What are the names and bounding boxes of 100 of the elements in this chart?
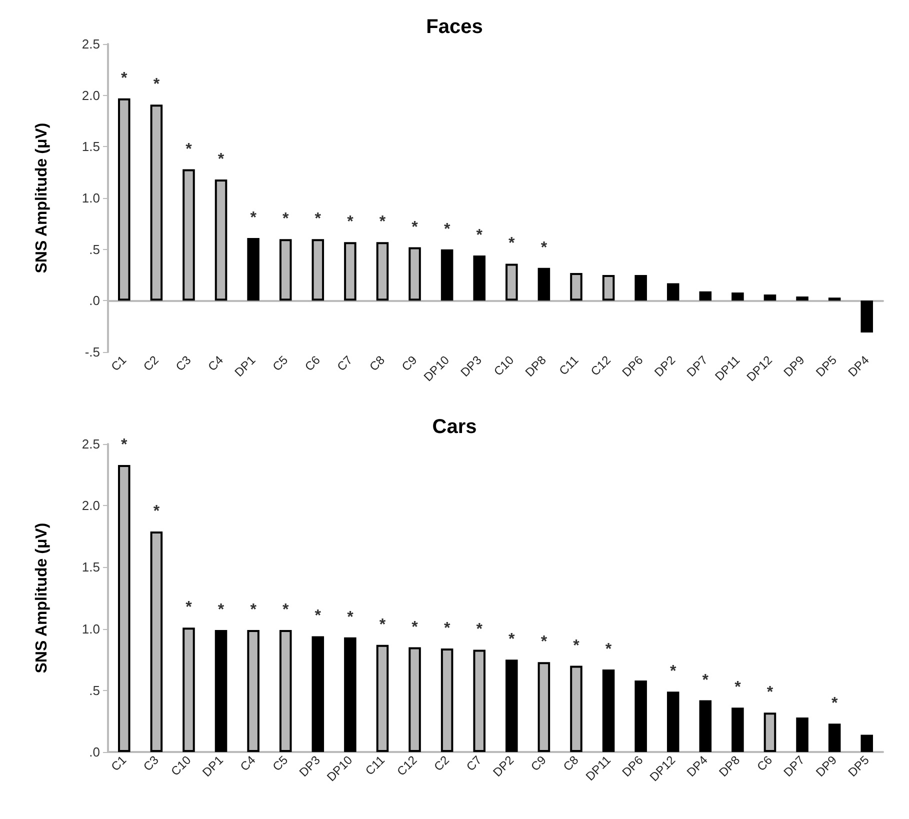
x-tick-label: C8 xyxy=(560,752,582,774)
y-tick-label: 1.0 xyxy=(82,190,100,206)
data-label: * xyxy=(508,235,516,252)
bar xyxy=(473,255,486,301)
x-tick-label: C10 xyxy=(168,752,194,779)
data-label: * xyxy=(153,76,160,94)
y-tick-label: 2.0 xyxy=(82,498,100,514)
x-tick-label: C1 xyxy=(108,752,130,774)
y-axis-title: SNS Amplitude (μV) xyxy=(34,122,50,274)
data-label: * xyxy=(186,599,193,616)
data-label: * xyxy=(540,634,548,651)
bar xyxy=(732,708,744,752)
bar xyxy=(602,669,615,752)
bar xyxy=(634,680,647,752)
x-tick-label: C7 xyxy=(464,752,485,774)
bar xyxy=(247,238,260,301)
data-label: * xyxy=(412,218,419,236)
x-tick-label: DP1 xyxy=(232,352,258,380)
data-label: * xyxy=(186,140,193,158)
data-label: * xyxy=(766,684,774,702)
data-label: * xyxy=(444,220,451,238)
bar xyxy=(860,300,873,332)
bar xyxy=(764,294,776,301)
data-label: * xyxy=(476,226,484,244)
data-label: * xyxy=(153,502,160,520)
chart-title: Cars xyxy=(432,416,477,438)
x-tick-label: C4 xyxy=(205,352,226,374)
bar xyxy=(732,292,744,301)
bar xyxy=(796,718,808,752)
y-tick-label: .5 xyxy=(89,242,100,257)
bar xyxy=(538,268,550,301)
data-label: * xyxy=(121,436,128,454)
x-tick-label: DP9 xyxy=(780,352,808,380)
data-label: * xyxy=(670,663,677,680)
y-tick-label: 2.5 xyxy=(82,436,100,452)
bar xyxy=(666,283,680,301)
data-label: * xyxy=(282,602,290,619)
data-label: * xyxy=(314,608,322,625)
x-tick-label: C2 xyxy=(140,352,162,374)
bar xyxy=(699,700,712,752)
data-label: * xyxy=(412,618,419,636)
x-tick-label: C4 xyxy=(238,752,258,774)
x-tick-label: C3 xyxy=(140,752,162,774)
y-tick-label: .0 xyxy=(89,293,100,308)
y-tick-label: 1.0 xyxy=(82,621,100,636)
data-label: * xyxy=(314,210,322,228)
data-label: * xyxy=(282,210,290,228)
bar xyxy=(828,724,841,752)
x-tick-label: DP1 xyxy=(200,752,226,780)
x-tick-label: C1 xyxy=(108,352,130,374)
bar xyxy=(860,734,873,752)
bar xyxy=(440,249,454,301)
data-label: * xyxy=(347,214,354,231)
data-label: * xyxy=(702,672,710,689)
data-label: * xyxy=(734,679,742,696)
y-tick-label: -.5 xyxy=(84,344,100,360)
x-tick-label: C11 xyxy=(556,352,582,378)
data-label: * xyxy=(347,608,354,626)
y-tick-label: 2.5 xyxy=(82,36,100,52)
bar xyxy=(344,637,356,752)
bar xyxy=(312,636,324,752)
y-tick-label: 2.0 xyxy=(82,88,100,103)
data-label: * xyxy=(121,70,128,87)
x-tick-label: C12 xyxy=(588,352,614,379)
y-tick-label: 1.5 xyxy=(82,139,100,154)
bar xyxy=(666,692,680,752)
data-label: * xyxy=(573,637,580,654)
x-tick-label: C2 xyxy=(431,752,452,774)
data-label: * xyxy=(218,602,225,619)
bar xyxy=(214,630,228,752)
x-tick-label: C3 xyxy=(172,352,194,374)
x-tick-label: C7 xyxy=(334,352,356,374)
x-tick-label: C5 xyxy=(270,352,291,374)
x-tick-label: C6 xyxy=(754,752,776,774)
x-tick-label: C9 xyxy=(528,752,550,774)
data-label: * xyxy=(508,631,516,648)
data-label: * xyxy=(218,151,225,168)
data-label: * xyxy=(379,214,386,231)
data-label: * xyxy=(250,210,258,227)
y-axis-title: SNS Amplitude (μV) xyxy=(34,522,50,674)
data-label: * xyxy=(476,621,484,638)
bar xyxy=(506,660,518,752)
x-tick-label: DP9 xyxy=(813,752,840,780)
data-label: * xyxy=(605,640,612,658)
bar xyxy=(699,291,712,301)
data-label: * xyxy=(540,239,548,256)
x-tick-label: C9 xyxy=(398,352,420,374)
data-label: * xyxy=(444,620,451,638)
data-label: * xyxy=(250,602,258,619)
bar xyxy=(796,296,808,301)
x-tick-label: C11 xyxy=(362,752,388,778)
y-tick-label: .5 xyxy=(89,682,100,698)
y-tick-label: .0 xyxy=(89,744,100,760)
data-label: * xyxy=(379,616,386,634)
y-tick-label: 1.5 xyxy=(82,560,100,575)
x-tick-label: C8 xyxy=(366,352,388,374)
x-tick-label: C5 xyxy=(270,752,291,774)
bar xyxy=(634,275,647,301)
data-label: * xyxy=(831,695,838,712)
x-tick-label: C12 xyxy=(394,752,420,779)
